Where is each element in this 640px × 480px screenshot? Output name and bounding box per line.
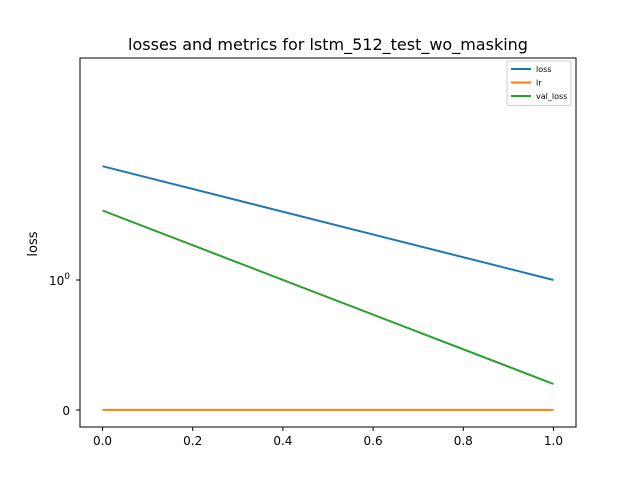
y-tick-label: 100 <box>49 272 70 288</box>
legend-label: loss <box>536 65 551 74</box>
x-tick-label: 0.4 <box>273 434 292 448</box>
y-axis: 0 100 <box>49 272 80 418</box>
axes-frame <box>79 57 577 428</box>
chart-title: losses and metrics for lstm_512_test_wo_… <box>128 35 528 55</box>
legend-box <box>506 60 572 106</box>
series-line-val-loss <box>102 209 554 385</box>
y-tick-label: 0 <box>62 404 70 418</box>
x-tick-label: 0.0 <box>93 434 112 448</box>
legend: loss lr val_loss <box>506 60 572 106</box>
legend-label: val_loss <box>536 92 567 101</box>
y-axis-label: loss <box>26 231 41 256</box>
plot-area <box>102 165 554 411</box>
x-axis: 0.0 0.2 0.4 0.6 0.8 1.0 <box>93 427 563 448</box>
x-tick-label: 0.2 <box>183 434 202 448</box>
series-line-loss <box>102 165 554 281</box>
x-tick-label: 0.6 <box>364 434 383 448</box>
x-tick-label: 0.8 <box>454 434 473 448</box>
x-tick-label: 1.0 <box>544 434 563 448</box>
legend-label: lr <box>536 79 542 88</box>
